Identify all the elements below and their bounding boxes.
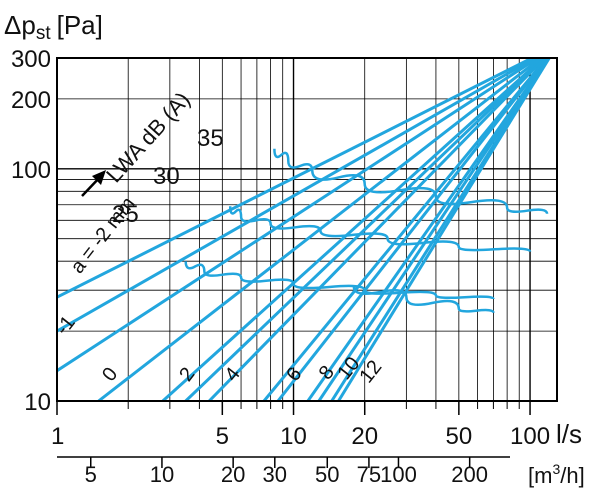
- y-ticks: 10 100 200 300: [11, 46, 51, 416]
- x-axis-bottom-unit: [m3/h]: [528, 461, 585, 488]
- noise-curve-label: 35: [197, 125, 224, 152]
- x-axis-bottom-unit-tail: /h]: [560, 463, 584, 488]
- flow-line: [161, 58, 546, 401]
- x-top-tick-label: 1: [51, 423, 64, 450]
- flow-line-label: 2: [175, 363, 199, 385]
- x-bottom-tick-label: 20: [221, 462, 245, 487]
- flow-line-label: 6: [282, 363, 306, 385]
- y-axis-subscript: st: [36, 23, 52, 44]
- x-bottom-tick-label: 50: [315, 462, 339, 487]
- flow-line-label: -1: [52, 312, 80, 340]
- x-axis-bottom-unit-base: [m: [528, 463, 552, 488]
- flow-line: [276, 58, 550, 401]
- noise-curves: [184, 148, 549, 314]
- x-bottom-tick-label: 30: [263, 462, 287, 487]
- noise-curve-label: 30: [153, 163, 180, 190]
- flow-line: [57, 58, 541, 372]
- flow-line: [317, 58, 551, 401]
- y-axis-unit: [Pa]: [57, 10, 103, 40]
- plot-frame: [56, 57, 558, 402]
- noise-curve: [184, 261, 495, 300]
- x-bottom-tick-label: 10: [150, 462, 174, 487]
- noise-curve-label: 25: [112, 201, 139, 228]
- y-tick-label: 300: [11, 46, 51, 73]
- flow-line: [262, 58, 549, 401]
- flow-line: [337, 58, 552, 401]
- flow-lines: [57, 58, 552, 401]
- noise-curve-labels: 25 30 35: [112, 125, 224, 228]
- noise-curve: [352, 286, 495, 314]
- x-top-tick-label: 10: [280, 423, 307, 450]
- x-top-tick-label: 20: [351, 423, 378, 450]
- flow-line-label: 0: [98, 363, 122, 385]
- noise-arrow-head: [92, 170, 106, 185]
- x-top-tick-label: 5: [216, 423, 229, 450]
- x-bottom-tick-label: 5: [85, 462, 97, 487]
- flow-line: [306, 58, 551, 401]
- y-tick-label: 100: [11, 157, 51, 184]
- y-tick-label: 200: [11, 87, 51, 114]
- y-axis-title: Δpst [Pa]: [4, 10, 103, 44]
- flow-line-label: 12: [355, 356, 386, 387]
- flow-line: [184, 58, 547, 401]
- x-axis-top-unit: l/s: [556, 419, 582, 449]
- x-top-tick-label: 50: [445, 423, 472, 450]
- flow-line: [97, 58, 544, 401]
- noise-curve: [273, 148, 549, 215]
- x-bottom-tick-label: 75: [357, 462, 381, 487]
- noise-curve: [228, 206, 532, 253]
- flow-line: [208, 58, 547, 401]
- flow-line: [57, 58, 538, 333]
- y-axis-symbol: Δp: [4, 10, 36, 40]
- noise-curves-title: LWA dB (A): [101, 87, 195, 187]
- y-tick-label: 10: [24, 389, 51, 416]
- x-bottom-tick-label: 200: [451, 462, 488, 487]
- x-axis-bottom-unit-sup: 3: [552, 461, 560, 477]
- flow-line: [57, 58, 536, 299]
- x-bottom-tick-label: 100: [380, 462, 417, 487]
- x-ticks-top: 1 5 10 20 50 100: [51, 401, 550, 450]
- x-top-tick-label: 100: [510, 423, 550, 450]
